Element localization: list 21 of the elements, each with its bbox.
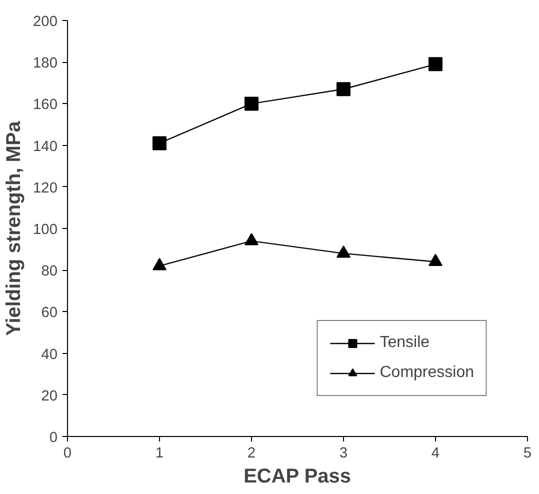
legend-label: Compression [380, 364, 474, 382]
y-tick-label: 0 [49, 430, 58, 446]
x-tick-label: 1 [155, 446, 164, 462]
y-tick-label: 160 [33, 97, 58, 114]
y-tick-label: 120 [33, 180, 58, 196]
y-tick-label: 20 [41, 388, 58, 404]
y-tick-label: 200 [33, 14, 58, 30]
x-tick-label: 5 [523, 446, 532, 462]
y-tick-label: 80 [41, 264, 58, 280]
y-tick-label: 40 [41, 346, 58, 363]
legend-label: Tensile [380, 334, 430, 352]
y-tick-label: 140 [33, 138, 58, 155]
x-tick-label: 2 [247, 446, 256, 462]
y-tick-label: 100 [33, 222, 58, 238]
x-axis-title: ECAP Pass [244, 466, 352, 488]
y-axis-title: Yielding strength, MPa [3, 120, 26, 336]
x-tick-label: 3 [339, 446, 348, 462]
x-tick-label: 0 [63, 446, 72, 462]
y-tick-label: 180 [33, 56, 58, 72]
x-tick-label: 4 [431, 446, 440, 462]
y-tick-label: 60 [41, 305, 58, 322]
